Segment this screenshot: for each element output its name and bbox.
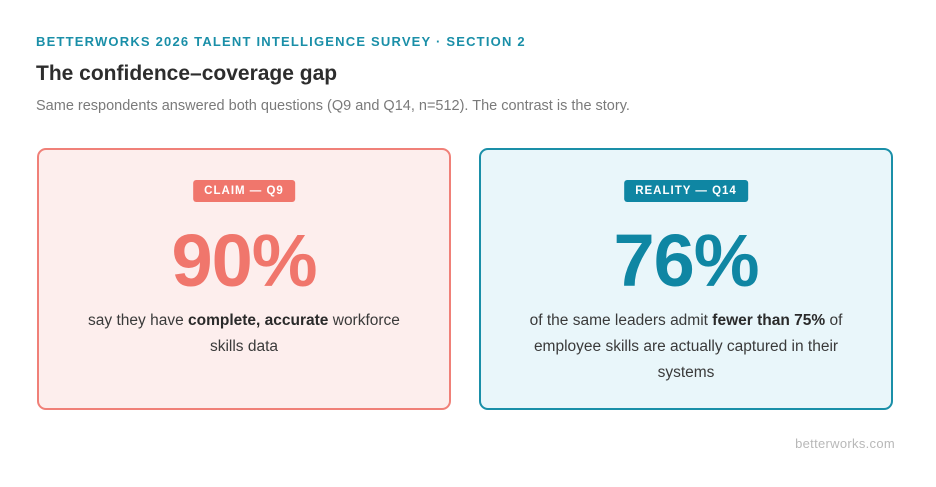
reality-badge: REALITY — Q14 [624, 180, 748, 202]
claim-description: say they have complete, accurate workfor… [75, 308, 413, 360]
reality-stat: 76% [613, 219, 759, 302]
section-eyebrow: BETTERWORKS 2026 TALENT INTELLIGENCE SUR… [36, 34, 526, 49]
page-subtitle: Same respondents answered both questions… [36, 98, 630, 114]
claim-stat: 90% [171, 219, 317, 302]
page-title: The confidence–coverage gap [36, 62, 338, 85]
claim-desc-post: workforce skills data [209, 312, 400, 355]
reality-desc-post: of employee skills are actually captured… [533, 312, 843, 381]
reality-desc-bold: fewer than 75% [712, 312, 826, 329]
reality-desc-pre: of the same leaders admit [529, 312, 713, 329]
footer-brand: betterworks.com [795, 436, 895, 451]
claim-badge: CLAIM — Q9 [193, 180, 295, 202]
claim-card: CLAIM — Q9 90% say they have complete, a… [37, 148, 451, 410]
reality-card: REALITY — Q14 76% of the same leaders ad… [479, 148, 893, 410]
claim-desc-bold: complete, accurate [188, 312, 329, 329]
reality-description: of the same leaders admit fewer than 75%… [517, 308, 855, 386]
claim-desc-pre: say they have [88, 312, 188, 329]
